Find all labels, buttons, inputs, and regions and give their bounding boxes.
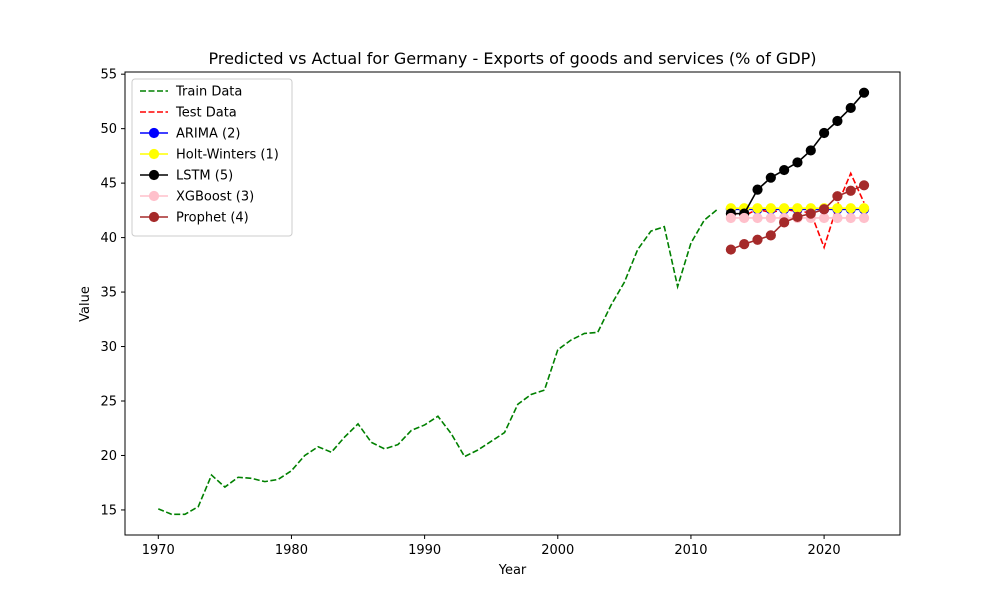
x-tick-label: 2010 <box>674 543 707 558</box>
data-point-lstm-5 <box>832 115 843 127</box>
legend-item-arima-2: ARIMA (2) <box>140 127 240 142</box>
data-point-lstm-5 <box>752 184 763 195</box>
x-tick-label: 2020 <box>808 543 841 558</box>
data-point-prophet-4 <box>725 244 736 255</box>
legend-marker <box>148 169 160 181</box>
legend-label: LSTM (5) <box>176 169 233 184</box>
data-point-prophet-4 <box>752 234 763 245</box>
series-line-train-data <box>157 208 719 516</box>
data-point-prophet-4 <box>858 180 870 191</box>
data-point-lstm-5 <box>819 127 830 139</box>
x-axis-label: Year <box>498 563 527 578</box>
data-point-holt-winters-1 <box>858 203 870 214</box>
x-tick-label: 1970 <box>142 543 175 558</box>
data-point-holt-winters-1 <box>845 203 856 214</box>
data-point-prophet-4 <box>845 185 856 196</box>
data-point-prophet-4 <box>819 204 830 215</box>
y-tick-label: 40 <box>100 231 117 246</box>
series-prophet-4 <box>725 180 870 255</box>
data-point-xgboost-3 <box>739 212 750 224</box>
plot-area: 1970 1980 1990 2000 2010 2020 15 20 25 30 35 40 45 50… <box>100 68 901 558</box>
data-point-prophet-4 <box>739 239 750 250</box>
data-point-xgboost-3 <box>845 212 856 224</box>
x-tick-label: 1980 <box>275 543 308 558</box>
x-tick-label: 2000 <box>541 543 574 558</box>
legend-box <box>131 78 293 237</box>
legend-item-prophet-4: Prophet (4) <box>140 211 249 226</box>
data-point-lstm-5 <box>765 172 776 183</box>
y-tick-label: 55 <box>100 68 117 83</box>
y-tick-label: 20 <box>100 449 117 464</box>
legend-label: ARIMA (2) <box>176 127 240 142</box>
data-point-xgboost-3 <box>765 212 776 224</box>
data-point-prophet-4 <box>792 211 803 222</box>
y-tick-label: 25 <box>100 395 117 410</box>
legend-marker <box>148 211 160 223</box>
data-point-holt-winters-1 <box>752 203 763 214</box>
legend-item-xgboost-3: XGBoost (3) <box>140 190 254 205</box>
data-point-lstm-5 <box>792 157 803 168</box>
data-point-xgboost-3 <box>819 212 830 224</box>
y-tick-label: 15 <box>100 503 117 518</box>
data-point-lstm-5 <box>845 102 856 114</box>
data-point-prophet-4 <box>832 191 843 202</box>
chart-title: Predicted vs Actual for Germany - Export… <box>208 49 816 68</box>
data-point-prophet-4 <box>805 208 816 219</box>
legend-label: Holt-Winters (1) <box>176 148 279 163</box>
legend-label: XGBoost (3) <box>176 190 254 205</box>
axes-frame <box>124 71 901 536</box>
data-point-lstm-5 <box>779 164 790 176</box>
data-point-holt-winters-1 <box>779 203 790 214</box>
data-point-xgboost-3 <box>752 212 763 224</box>
y-tick-label: 50 <box>100 122 117 137</box>
legend-label: Prophet (4) <box>176 211 249 226</box>
legend-label: Test Data <box>175 106 237 121</box>
legend-item-train-data: Train Data <box>140 85 242 100</box>
data-point-xgboost-3 <box>725 212 736 224</box>
data-point-prophet-4 <box>765 230 776 241</box>
data-point-holt-winters-1 <box>765 203 776 214</box>
legend-label: Train Data <box>175 85 242 100</box>
data-point-lstm-5 <box>805 145 816 156</box>
legend-marker <box>148 127 160 139</box>
legend: Train Data Test Data ARIMA (2) Holt-Winters… <box>131 78 293 237</box>
legend-item-holt-winters-1: Holt-Winters (1) <box>140 148 279 163</box>
legend-marker <box>148 190 160 202</box>
series-train-data <box>157 208 719 516</box>
x-tick-label: 1990 <box>408 543 441 558</box>
y-axis-label: Value <box>78 286 93 322</box>
legend-item-lstm-5: LSTM (5) <box>140 169 233 184</box>
data-point-xgboost-3 <box>832 212 843 224</box>
legend-item-test-data: Test Data <box>140 106 237 121</box>
data-point-xgboost-3 <box>858 212 870 224</box>
y-tick-label: 45 <box>100 177 117 192</box>
data-point-holt-winters-1 <box>792 203 803 214</box>
legend-marker <box>148 148 160 160</box>
y-tick-label: 35 <box>100 286 117 301</box>
y-tick-label: 30 <box>100 340 117 355</box>
data-point-lstm-5 <box>858 87 870 98</box>
data-point-holt-winters-1 <box>832 203 843 214</box>
data-point-prophet-4 <box>779 217 790 228</box>
